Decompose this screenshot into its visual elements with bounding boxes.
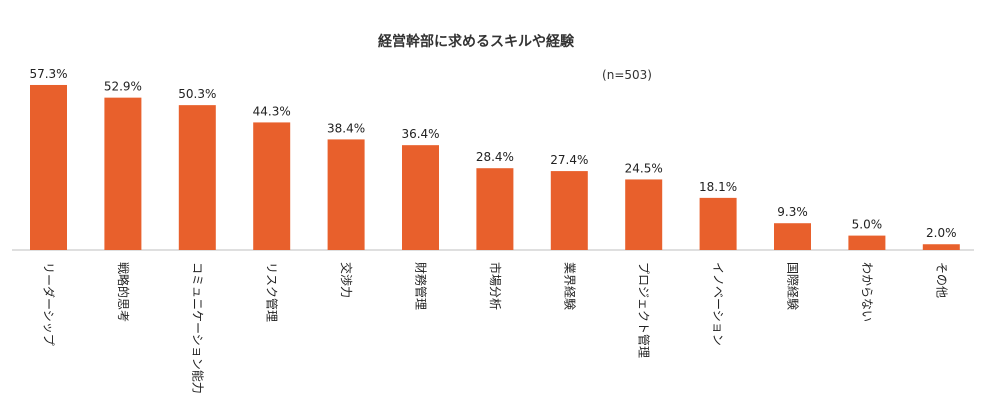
value-label-1: 52.9% [104, 80, 142, 94]
category-label-8: プロジェクト管理 [637, 262, 652, 358]
category-label-6: 市場分析 [488, 262, 503, 310]
value-label-7: 27.4% [550, 153, 588, 167]
value-label-10: 9.3% [777, 205, 808, 219]
category-label-2: コミュニケーション能力 [190, 262, 204, 394]
bar-1 [104, 97, 142, 250]
chart-title: 経営幹部に求めるスキルや経験 [378, 33, 575, 50]
value-label-5: 36.4% [401, 127, 439, 141]
value-label-4: 38.4% [327, 121, 365, 135]
category-label-1: 戦略的思考 [116, 262, 131, 322]
value-label-6: 28.4% [476, 150, 514, 164]
bar-4 [327, 139, 365, 250]
category-label-11: わからない [860, 262, 874, 322]
bar-12 [922, 244, 960, 250]
bars-group [30, 84, 960, 250]
sample-size-note: (n=503) [602, 68, 652, 82]
value-label-12: 2.0% [926, 226, 957, 240]
value-label-3: 44.3% [253, 104, 291, 118]
bar-3 [253, 122, 291, 250]
category-label-3: リスク管理 [265, 262, 280, 322]
bar-6 [476, 168, 514, 250]
bar-9 [699, 197, 737, 250]
category-label-9: イノベーション [711, 262, 725, 346]
category-label-4: 交渉力 [339, 262, 354, 298]
bar-7 [550, 171, 588, 250]
bar-8 [625, 179, 663, 250]
bar-0 [30, 84, 67, 250]
value-label-0: 57.3% [29, 67, 67, 81]
category-label-5: 財務管理 [414, 262, 429, 310]
value-labels-group: 57.3% 52.9% 50.3% 44.3% 38.4% 36.4% 28.4% 27.4%… [29, 67, 956, 240]
value-label-9: 18.1% [699, 180, 737, 194]
value-label-8: 24.5% [625, 161, 663, 175]
category-label-10: 国際経験 [786, 262, 801, 310]
value-label-2: 50.3% [178, 87, 216, 101]
category-label-12: その他 [934, 262, 948, 298]
category-label-0: リーダーシップ [42, 262, 57, 346]
bar-5 [402, 145, 439, 250]
bar-11 [848, 235, 886, 250]
bar-2 [178, 105, 216, 250]
bar-10 [774, 223, 811, 250]
category-label-7: 業界経験 [562, 262, 577, 310]
value-label-11: 5.0% [852, 218, 883, 232]
category-labels-group: リーダーシップ 戦略的思考 コミュニケーション能力 リスク管理 交渉力 財務管理 市場分析 業… [42, 262, 949, 394]
